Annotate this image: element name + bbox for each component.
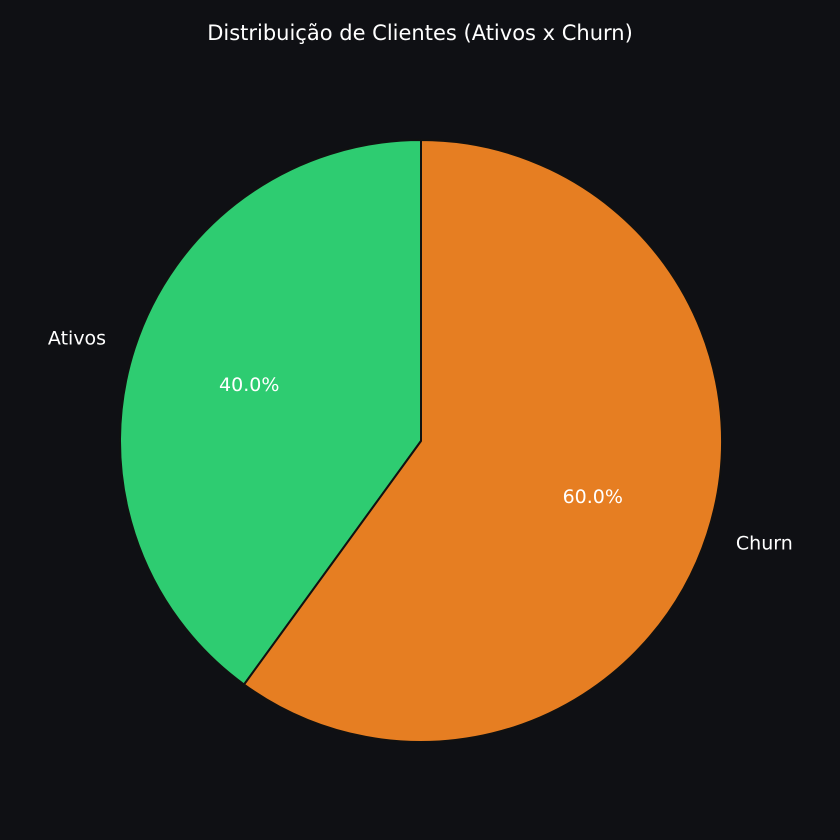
chart-title: Distribuição de Clientes (Ativos x Churn… — [207, 21, 633, 45]
pie-labels: Ativos 40.0% Churn 60.0% — [48, 328, 793, 555]
slice-percent-churn: 60.0% — [563, 486, 623, 508]
pie-slice-churn — [243, 139, 723, 743]
slice-percent-ativos: 40.0% — [219, 374, 279, 396]
slice-label-churn: Churn — [736, 532, 793, 554]
pie-slices — [119, 139, 723, 743]
pie-slice-ativos — [119, 139, 422, 686]
slice-label-ativos: Ativos — [48, 328, 106, 350]
